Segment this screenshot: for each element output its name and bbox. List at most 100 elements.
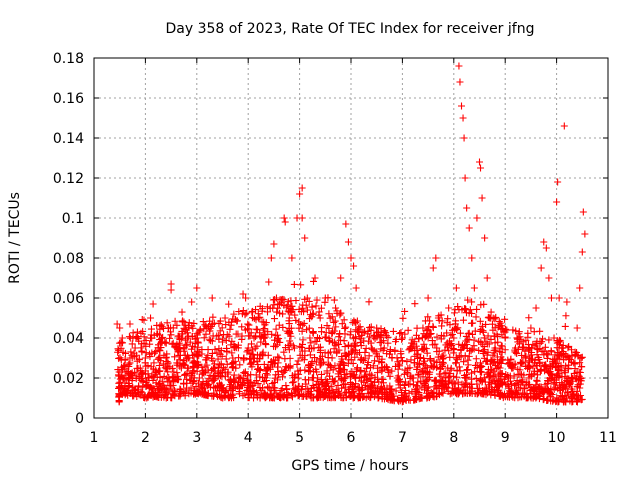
- data-point: [368, 371, 376, 379]
- data-point: [309, 310, 317, 318]
- data-point: [239, 290, 247, 298]
- data-point: [359, 329, 367, 337]
- data-point: [236, 361, 244, 369]
- data-point: [454, 324, 462, 332]
- data-point: [155, 367, 163, 375]
- data-point: [347, 356, 355, 364]
- data-point: [301, 234, 309, 242]
- data-point: [547, 375, 555, 383]
- data-point: [449, 372, 457, 380]
- data-point: [238, 323, 246, 331]
- y-tick-label: 0.12: [53, 171, 84, 187]
- data-point: [153, 383, 161, 391]
- data-point: [245, 321, 253, 329]
- data-point: [206, 317, 214, 325]
- data-point: [186, 338, 194, 346]
- data-point: [422, 378, 430, 386]
- data-point: [272, 294, 280, 302]
- data-point: [353, 327, 361, 335]
- data-point: [280, 301, 288, 309]
- data-point: [402, 387, 410, 395]
- data-point: [346, 393, 354, 401]
- data-point: [139, 378, 147, 386]
- data-point: [388, 367, 396, 375]
- data-point: [293, 360, 301, 368]
- data-point: [456, 329, 464, 337]
- data-point: [113, 320, 121, 328]
- data-point: [568, 346, 576, 354]
- data-point: [477, 164, 485, 172]
- data-point: [396, 377, 404, 385]
- data-point: [146, 353, 154, 361]
- data-point: [204, 389, 212, 397]
- data-point: [271, 336, 279, 344]
- data-point: [491, 391, 499, 399]
- data-point: [517, 336, 525, 344]
- data-point: [543, 354, 551, 362]
- data-point: [474, 389, 482, 397]
- data-point: [213, 384, 221, 392]
- data-point: [246, 355, 254, 363]
- data-point: [518, 351, 526, 359]
- data-point: [118, 383, 126, 391]
- data-point: [154, 388, 162, 396]
- data-point: [437, 372, 445, 380]
- data-point: [421, 357, 429, 365]
- data-point: [394, 360, 402, 368]
- data-point: [290, 280, 298, 288]
- data-point: [395, 381, 403, 389]
- data-point: [228, 360, 236, 368]
- y-tick-label: 0: [75, 411, 84, 427]
- data-point: [446, 321, 454, 329]
- data-point: [356, 349, 364, 357]
- data-point: [181, 388, 189, 396]
- data-point: [390, 392, 398, 400]
- data-point: [279, 310, 287, 318]
- data-point: [524, 329, 532, 337]
- data-point: [537, 264, 545, 272]
- data-point: [496, 392, 504, 400]
- data-point: [195, 374, 203, 382]
- data-point: [131, 390, 139, 398]
- data-point: [213, 349, 221, 357]
- data-point: [198, 350, 206, 358]
- data-point: [402, 395, 410, 403]
- data-point: [262, 393, 270, 401]
- data-point: [411, 396, 419, 404]
- data-point: [305, 361, 313, 369]
- data-point: [543, 350, 551, 358]
- data-point: [436, 358, 444, 366]
- data-point: [285, 308, 293, 316]
- data-point: [377, 325, 385, 333]
- data-point: [297, 281, 305, 289]
- data-point: [433, 384, 441, 392]
- data-point: [418, 394, 426, 402]
- data-point: [578, 248, 586, 256]
- data-point: [478, 377, 486, 385]
- data-point: [528, 349, 536, 357]
- data-point: [511, 394, 519, 402]
- data-point: [473, 380, 481, 388]
- data-point: [561, 322, 569, 330]
- data-point: [518, 359, 526, 367]
- data-point: [557, 364, 565, 372]
- data-point: [558, 344, 566, 352]
- data-point: [254, 361, 262, 369]
- data-point: [433, 344, 441, 352]
- data-point: [414, 378, 422, 386]
- data-point: [348, 347, 356, 355]
- data-point: [125, 362, 133, 370]
- data-point: [502, 381, 510, 389]
- data-point: [267, 254, 275, 262]
- data-point: [468, 298, 476, 306]
- data-point: [539, 335, 547, 343]
- data-point: [442, 383, 450, 391]
- data-point: [426, 355, 434, 363]
- data-point: [414, 371, 422, 379]
- data-point: [162, 354, 170, 362]
- data-point: [326, 314, 334, 322]
- data-point: [186, 369, 194, 377]
- data-point: [382, 329, 390, 337]
- data-point: [513, 335, 521, 343]
- data-point: [166, 381, 174, 389]
